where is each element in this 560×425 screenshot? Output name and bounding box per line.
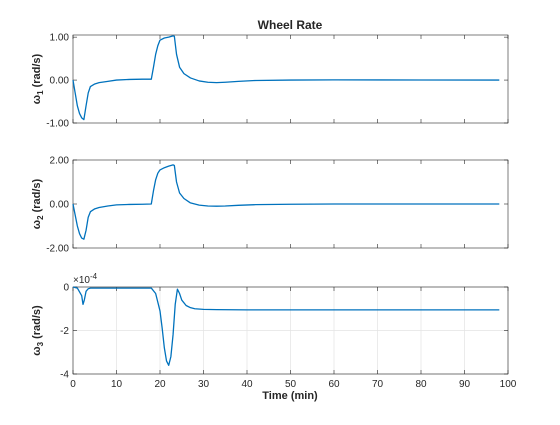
x-tick-label: 90: [459, 379, 471, 390]
y-tick-label: -2.00: [46, 244, 69, 255]
y-tick-label: -2: [60, 326, 69, 337]
x-tick-label: 50: [285, 379, 297, 390]
x-axis-label: Time (min): [262, 390, 318, 402]
x-tick-label: 0: [70, 379, 76, 390]
subplot-w2: -2.00 0.00 2.00 ω2 (rad/s): [31, 156, 509, 255]
y-tick-label: -1.00: [46, 119, 69, 130]
x-tick-label: 60: [328, 379, 340, 390]
x-tick-label: 40: [241, 379, 253, 390]
series-line-w3: [72, 286, 500, 366]
x-tick-label: 10: [111, 379, 123, 390]
x-tick-label: 20: [154, 379, 166, 390]
axis-exponent: ×10-4: [73, 272, 98, 286]
y-tick-label: 2.00: [50, 156, 70, 167]
series-line-w2: [72, 164, 500, 240]
x-tick-label: 100: [500, 379, 517, 390]
series-line-w1: [72, 35, 500, 121]
y-tick-label: 0.00: [50, 76, 70, 87]
subplot-w1: -1.00 0.00 1.00 ω1 (rad/s): [31, 33, 509, 130]
y-tick-label: 1.00: [50, 33, 70, 44]
x-tick-label: 70: [372, 379, 384, 390]
chart-title: Wheel Rate: [258, 18, 323, 32]
y-tick-label: -4: [60, 370, 69, 381]
y-axis-label: ω1 (rad/s): [31, 53, 45, 104]
x-tick-label: 30: [198, 379, 210, 390]
y-axis-label: ω3 (rad/s): [31, 305, 45, 356]
y-axis-label: ω2 (rad/s): [31, 178, 45, 229]
subplot-w3: -4 -2 0 0 10 20 30 40 50 60 70 80 90 100 ×10-4 ω3 (rad/…: [31, 272, 517, 390]
y-tick-label: 0.00: [50, 200, 70, 211]
y-tick-label: 0: [63, 283, 69, 294]
x-tick-label: 80: [415, 379, 427, 390]
